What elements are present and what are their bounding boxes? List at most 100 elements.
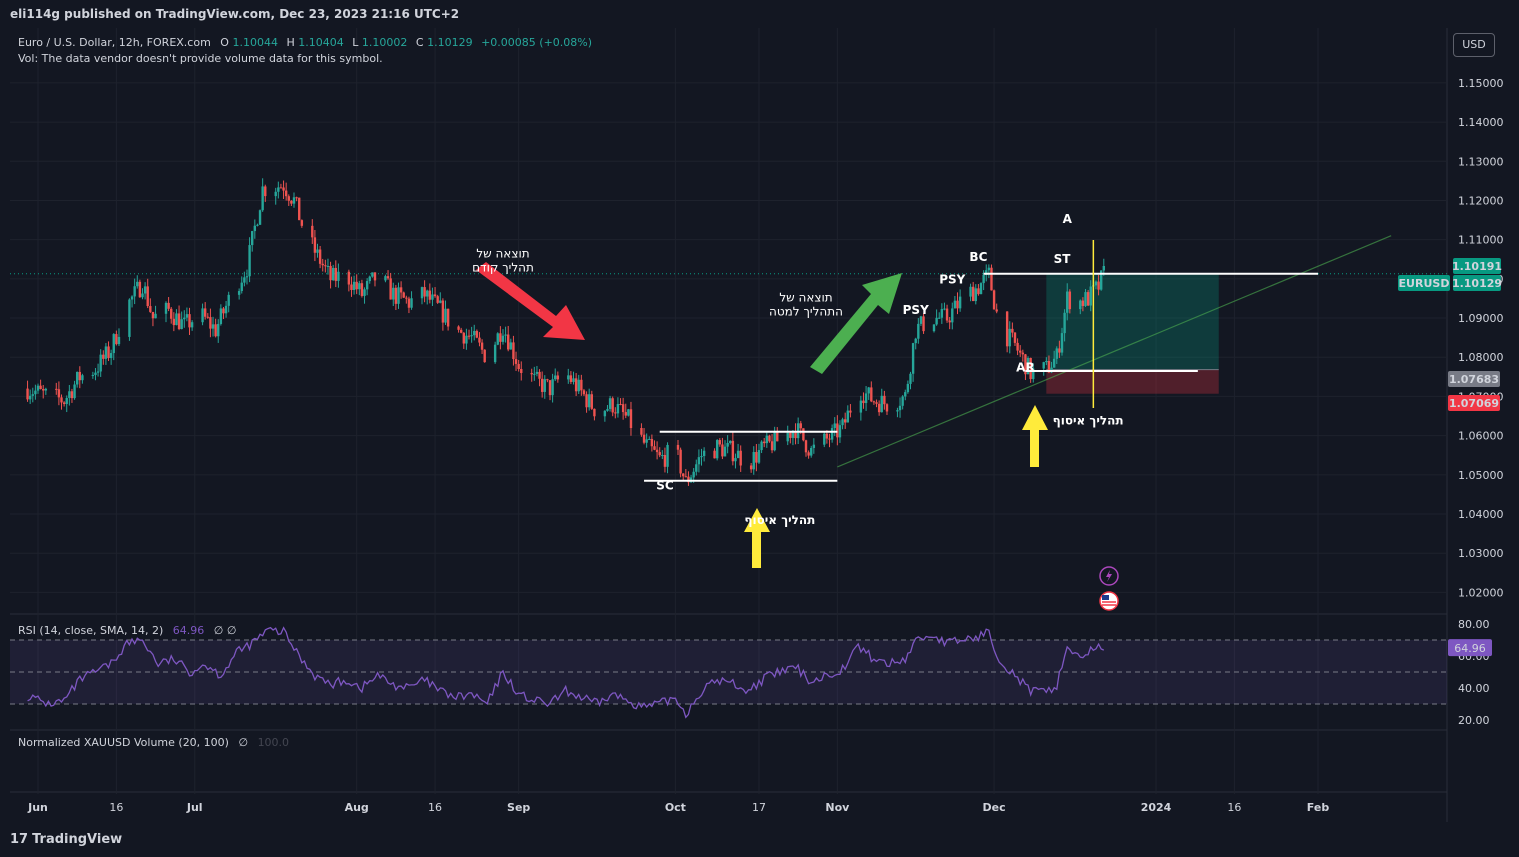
- price-tick-label: 1.05000: [1458, 469, 1504, 482]
- candle-body: [507, 334, 510, 350]
- candle-body: [394, 287, 398, 304]
- candle-body: [606, 408, 609, 411]
- candle-body: [475, 330, 479, 338]
- candle-body: [540, 378, 544, 392]
- currency-button[interactable]: USD: [1453, 33, 1495, 57]
- candle-body: [68, 391, 71, 398]
- candle-body: [1060, 333, 1064, 353]
- hebrew-note: תהליך איסוף: [1053, 413, 1124, 427]
- candle-body: [658, 452, 661, 456]
- candle-body: [462, 332, 465, 344]
- candle-body: [39, 385, 42, 390]
- candle-body: [175, 313, 178, 326]
- candle-body: [843, 419, 847, 423]
- candle-body: [593, 408, 596, 417]
- candle-body: [172, 318, 176, 326]
- candle-body: [982, 274, 985, 284]
- candle-body: [684, 476, 688, 478]
- candle-body: [282, 187, 285, 191]
- candle-body: [164, 302, 168, 314]
- candle-body: [650, 438, 654, 447]
- candle-body: [136, 281, 139, 287]
- candle-body: [183, 317, 186, 320]
- candle-body: [1102, 265, 1105, 271]
- candle-body: [640, 428, 643, 435]
- candle-body: [682, 473, 685, 477]
- legend-l-label: L: [352, 36, 359, 49]
- candle-body: [321, 263, 324, 266]
- candle-body: [329, 265, 332, 281]
- candle-body: [423, 287, 426, 297]
- legend-c-label: C: [416, 36, 424, 49]
- lightning-icon[interactable]: [1099, 566, 1119, 586]
- candle-body: [715, 440, 719, 459]
- candle-body: [331, 267, 335, 281]
- legend-o-label: O: [220, 36, 229, 49]
- candle-body: [214, 324, 217, 337]
- candle-body: [556, 375, 560, 380]
- candle-body: [776, 431, 779, 442]
- candle-body: [723, 446, 727, 457]
- candle-body: [219, 308, 223, 324]
- candle-body: [444, 308, 447, 323]
- rsi-pane: [10, 626, 1447, 719]
- candle-body: [94, 372, 97, 375]
- candle-body: [1026, 357, 1030, 375]
- candle-body: [718, 440, 721, 445]
- tradingview-logo[interactable]: 17 TradingView: [10, 832, 122, 847]
- candle-body: [992, 290, 996, 310]
- candle-body: [603, 410, 607, 417]
- candle-body: [167, 302, 170, 309]
- candle-body: [614, 412, 617, 414]
- candle-body: [324, 265, 327, 267]
- candle-body: [763, 441, 766, 444]
- candle-body: [457, 326, 460, 330]
- candle-body: [57, 389, 61, 398]
- candle-body: [128, 299, 131, 337]
- candle-body: [768, 435, 771, 442]
- legend-change: +0.00085 (+0.08%): [481, 36, 592, 49]
- candle-body: [109, 353, 113, 359]
- candle-body: [217, 323, 220, 337]
- candle-body: [73, 384, 76, 399]
- candle-body: [940, 309, 944, 318]
- candle-body: [1052, 358, 1056, 368]
- candle-body: [661, 455, 664, 457]
- candle-body: [352, 281, 356, 290]
- candle-body: [1084, 292, 1087, 306]
- candle-body: [371, 272, 374, 277]
- candle-body: [298, 197, 301, 221]
- candle-body: [679, 449, 682, 474]
- candle-body: [277, 187, 280, 192]
- candle-body: [726, 442, 729, 447]
- candle-body: [177, 313, 181, 330]
- us-flag-icon[interactable]: [1099, 591, 1119, 611]
- candle-body: [974, 288, 977, 302]
- candle-body: [512, 342, 515, 360]
- candle-body: [765, 435, 769, 444]
- candle-body: [433, 294, 437, 297]
- candle-body: [1086, 292, 1090, 306]
- candle-body: [995, 309, 998, 312]
- candle-body: [1055, 348, 1058, 359]
- candle-body: [841, 419, 844, 426]
- candle-body: [734, 458, 737, 462]
- candle-body: [958, 296, 962, 309]
- candle-body: [209, 317, 212, 329]
- legend-line: Euro / U.S. Dollar, 12h, FOREX.com O 1.1…: [18, 36, 592, 49]
- price-tag: [1448, 371, 1500, 387]
- candle-body: [700, 456, 703, 458]
- candle-body: [953, 300, 957, 309]
- candle-body: [368, 276, 371, 282]
- candle-body: [1045, 361, 1048, 363]
- candle-body: [546, 379, 549, 381]
- candle-body: [436, 296, 439, 303]
- candle-body: [1094, 281, 1098, 286]
- candle-body: [914, 338, 917, 344]
- price-tag-text: 1.10129: [1452, 277, 1502, 290]
- candle-body: [287, 196, 290, 201]
- time-tick-label: Feb: [1307, 801, 1330, 814]
- candle-body: [948, 320, 951, 323]
- candle-body: [1058, 348, 1061, 353]
